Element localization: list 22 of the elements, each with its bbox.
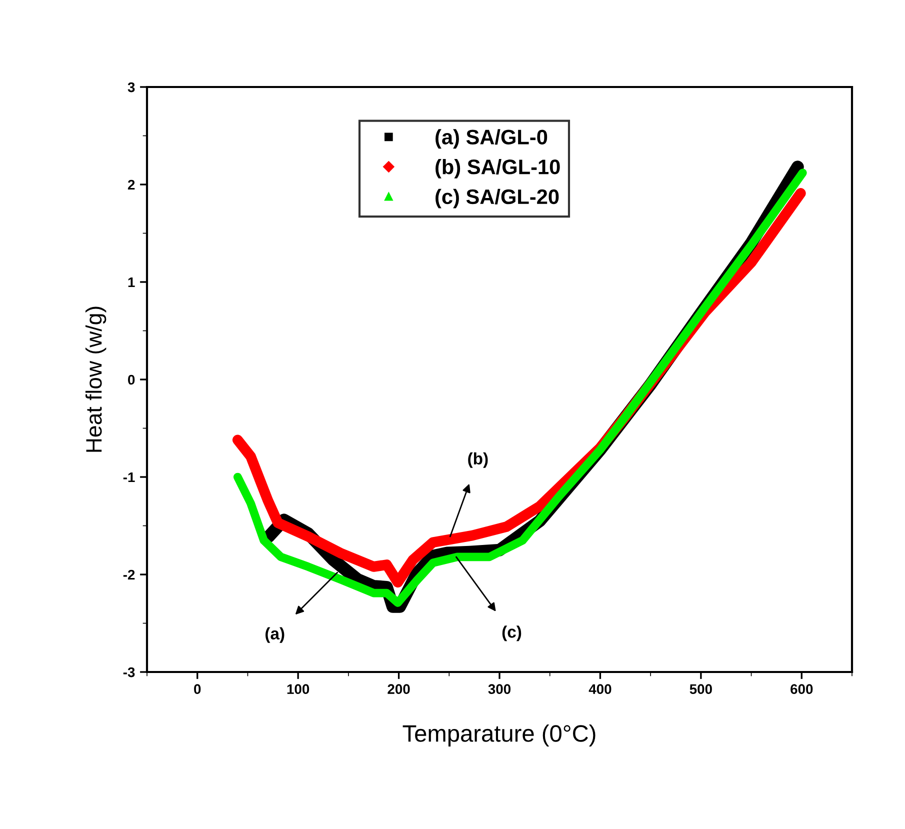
legend-label: (c) SA/GL-20 — [436, 188, 559, 208]
x-axis-title: Temparature (0°C) — [402, 724, 596, 747]
legend-label: (a) SA/GL-0 — [436, 129, 548, 149]
annotation: (c) — [502, 626, 522, 642]
x-tick-label: 500 — [690, 684, 712, 694]
annotation: (a) — [265, 627, 284, 643]
y-tick-label: -1 — [123, 472, 135, 482]
y-tick-label: 1 — [128, 277, 135, 288]
y-tick-label: 2 — [128, 180, 135, 190]
y-tick-label: -3 — [123, 667, 135, 678]
x-tick-label: 400 — [588, 684, 612, 694]
x-tick-label: 600 — [790, 684, 813, 694]
y-tick-label: 0 — [128, 374, 135, 385]
annotation: (b) — [468, 452, 488, 468]
x-tick-label: 0 — [194, 684, 201, 694]
x-tick-label: 100 — [287, 684, 310, 694]
y-tick-label: -2 — [123, 570, 135, 580]
y-axis-title: Heat flow (w/g) — [85, 306, 106, 452]
y-tick-label: 3 — [128, 82, 135, 92]
legend-label: (b) SA/GL-10 — [436, 158, 560, 178]
x-tick-label: 200 — [388, 684, 410, 694]
x-tick-label: 300 — [488, 684, 511, 694]
